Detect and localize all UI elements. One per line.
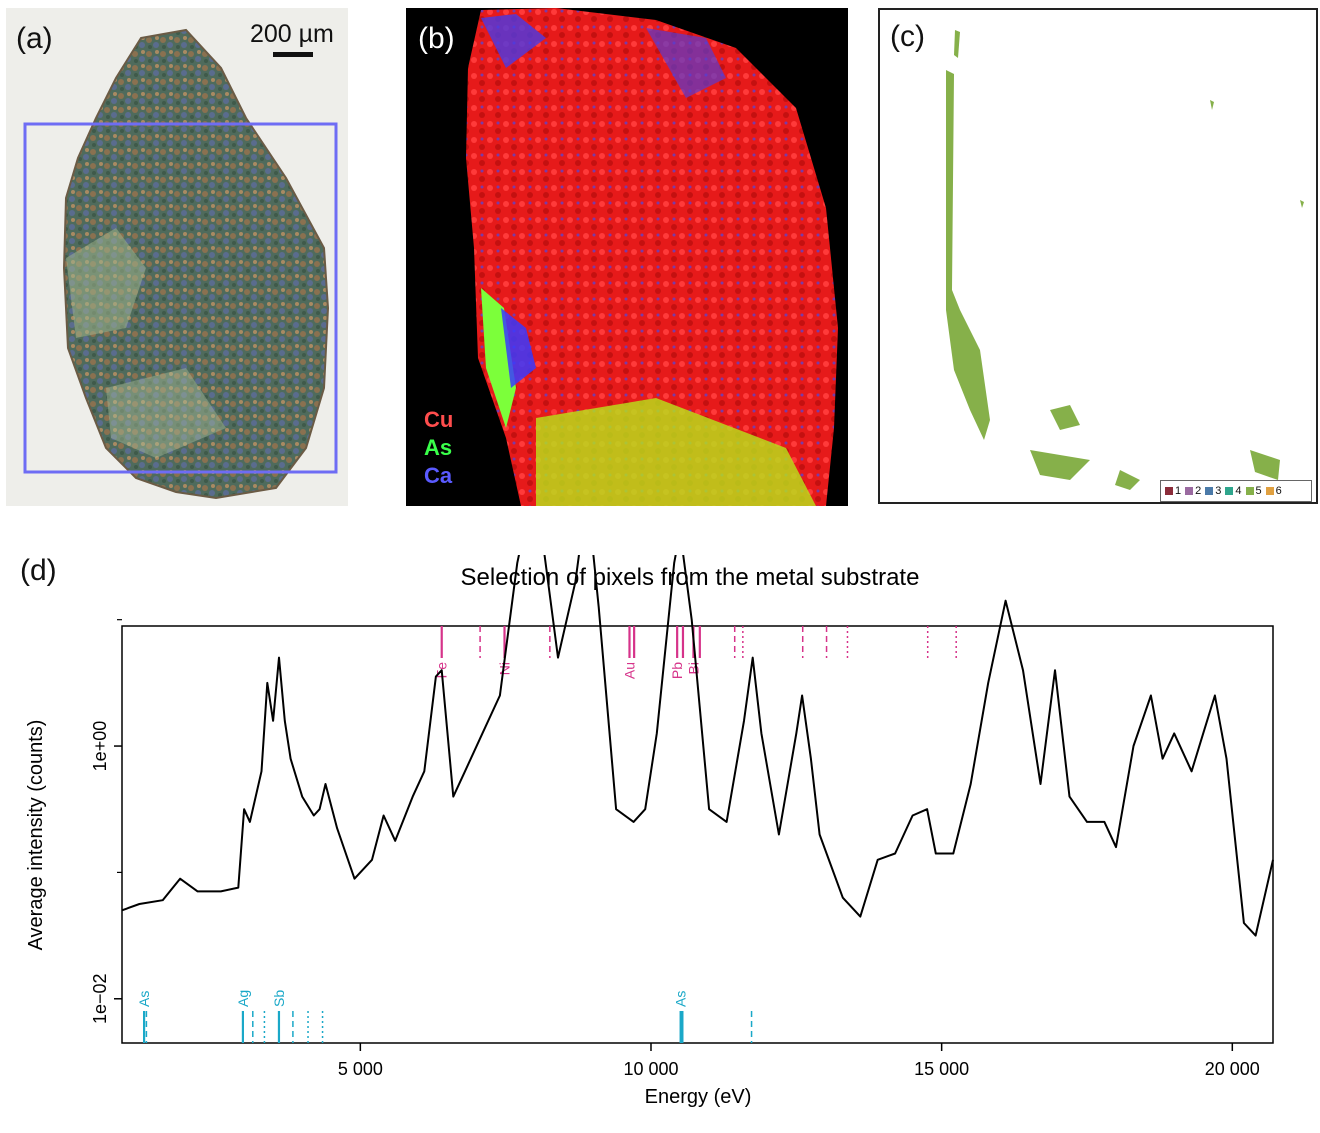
panel-d-label: (d) [20,554,57,587]
panel-c-label: (c) [890,20,925,53]
cluster-legend-item: 5 [1245,485,1262,497]
x-tick-label: 15 000 [914,1059,969,1079]
y-tick-label: 1e−02 [90,973,110,1024]
sample-photo [6,8,348,506]
chart-title: Selection of pixels from the metal subst… [461,564,920,591]
spectrum-chart: Selection of pixels from the metal subst… [25,555,1274,1108]
scale-bar-label: 200 µm [250,20,334,48]
marker-label: Pb [669,662,685,679]
plot-frame [121,625,1274,1044]
panel-a: (a) 200 µm [6,8,348,506]
legend-as: As [424,435,453,460]
cluster-legend-item: 3 [1205,485,1221,497]
cluster-legend-item: 4 [1225,485,1242,497]
legend-ca: Ca [424,463,453,488]
cluster-legend-item: 1 [1165,485,1181,497]
x-axis: 5 000 10 000 15 000 20 000 [338,1043,1260,1079]
panel-b-label: (b) [418,22,455,55]
marker-label: As [136,991,152,1007]
x-axis-label: Energy (eV) [645,1086,752,1108]
x-tick-label: 20 000 [1205,1059,1260,1079]
marker-label: Ag [235,990,251,1007]
marker-label: Ni [497,662,513,675]
marker-label: As [673,991,689,1007]
y-tick-label: 1e+00 [90,721,110,772]
cluster-legend-item: 2 [1185,485,1201,497]
cluster-legend: 1 2 3 4 5 6 [1160,480,1312,502]
spectrum-line [121,555,1274,937]
cluster-legend-item: 6 [1265,485,1282,497]
y-axis-label: Average intensity (counts) [25,720,47,951]
element-legend: Cu As Ca [424,406,453,490]
marker-label: Au [621,662,637,679]
element-map [466,8,838,506]
panel-c: (c) 1 2 3 4 5 6 [878,8,1318,504]
cluster-map [946,30,1304,490]
marker-label: Bi [685,662,701,674]
panel-a-label: (a) [16,22,53,55]
marker-label: Sb [271,990,287,1007]
x-tick-label: 5 000 [338,1059,383,1079]
scale-bar [273,52,313,57]
legend-cu: Cu [424,407,454,432]
x-tick-label: 10 000 [623,1059,678,1079]
roi-rectangle [23,122,338,474]
panel-b: (b) Cu As Ca [406,8,848,506]
